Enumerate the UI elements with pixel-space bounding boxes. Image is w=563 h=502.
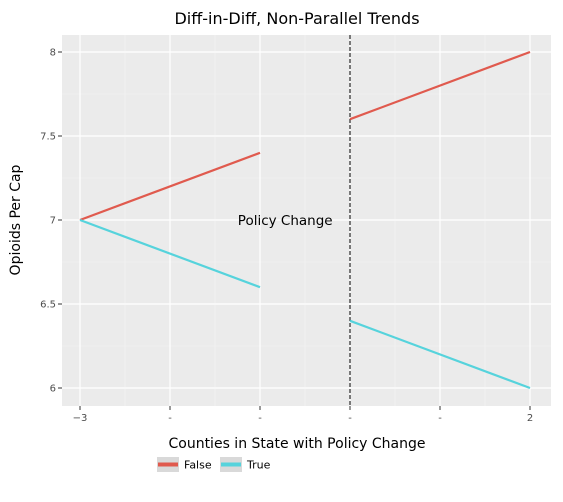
legend: False True bbox=[157, 457, 271, 472]
x-axis: −3 - - - - 2 bbox=[73, 406, 533, 424]
series-line-true bbox=[79, 218, 261, 289]
y-axis-label: Opioids Per Cap bbox=[8, 164, 24, 275]
policy-change-annotation: Policy Change bbox=[238, 213, 333, 229]
x-tick-label: - bbox=[348, 413, 352, 424]
annotation-layer: Policy Change bbox=[238, 213, 333, 229]
y-axis: 6 6.5 7 7.5 8 bbox=[40, 48, 62, 395]
legend-title: Counties in State with Policy Change bbox=[168, 436, 425, 452]
x-tick-label: −3 bbox=[73, 413, 88, 424]
x-tick-label: - bbox=[168, 413, 172, 424]
x-tick-label: 2 bbox=[527, 413, 533, 424]
chart-title: Diff-in-Diff, Non-Parallel Trends bbox=[174, 9, 419, 28]
legend-label-false: False bbox=[184, 459, 212, 472]
series-line-false bbox=[349, 50, 531, 121]
y-tick-label: 6 bbox=[50, 384, 56, 395]
series-layer bbox=[79, 50, 531, 390]
series-line-false bbox=[79, 151, 261, 222]
y-tick-label: 8 bbox=[50, 48, 56, 59]
x-tick-label: - bbox=[258, 413, 262, 424]
y-tick-label: 7 bbox=[50, 216, 56, 227]
y-tick-label: 6.5 bbox=[40, 300, 56, 311]
legend-label-true: True bbox=[246, 459, 271, 472]
y-tick-label: 7.5 bbox=[40, 132, 56, 143]
series-line-true bbox=[349, 319, 531, 390]
x-tick-label: - bbox=[438, 413, 442, 424]
